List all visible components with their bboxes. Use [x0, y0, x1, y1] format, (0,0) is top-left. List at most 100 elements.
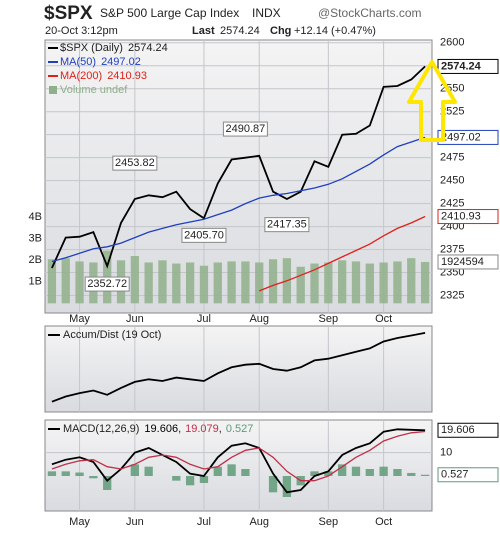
highlight-arrow [407, 60, 457, 142]
bar [47, 471, 57, 476]
separator: , [178, 423, 181, 435]
annotation-box [181, 227, 227, 243]
annotation-box [112, 155, 158, 171]
y-tick-label: 2600 [440, 37, 464, 49]
bar [255, 262, 264, 304]
bar [172, 263, 181, 304]
bar [338, 260, 347, 304]
bar [268, 476, 278, 493]
legend-entry: $SPX (Daily) 2574.24 [60, 42, 168, 54]
bar [310, 471, 319, 476]
legend-entry: MA(50) 2497.02 [60, 56, 141, 68]
bar [407, 472, 416, 476]
panel-background [44, 419, 433, 512]
x-tick-label: Jun [126, 516, 144, 528]
last-label: Last [192, 25, 215, 37]
x-tick-label: Oct [375, 516, 392, 528]
bar [282, 476, 292, 497]
x-tick-label: Aug [249, 313, 269, 325]
bar [75, 472, 84, 476]
source: @StockCharts.com [318, 6, 422, 20]
y-tick-label: 2475 [440, 152, 464, 164]
legend-name: $SPX (Daily) [60, 42, 123, 54]
legend-value: 19.606 [144, 423, 178, 435]
annotation-label: 2490.87 [226, 123, 266, 135]
bar [241, 261, 250, 304]
bar [213, 262, 222, 304]
x-tick-label: May [69, 516, 90, 528]
exchange: INDX [252, 6, 281, 20]
legend-value: 2410.93 [107, 70, 147, 82]
legend-entry: Volume undef [60, 84, 128, 96]
annotation-label: 2417.35 [267, 219, 307, 231]
bar [379, 262, 388, 304]
value-tag: 19.606 [441, 424, 475, 436]
index-name: S&P 500 Large Cap Index [100, 6, 239, 20]
annotation-box [264, 217, 310, 233]
bar [47, 259, 57, 304]
legend-name: MA(50) [60, 56, 96, 68]
value-tag: 2410.93 [441, 210, 481, 222]
bar [324, 471, 333, 476]
y2-tick-label: 2B [29, 254, 42, 266]
value-tag-box [437, 422, 499, 438]
bar [420, 474, 430, 476]
panel-title-text: MACD(12,26,9) [63, 423, 139, 435]
bar [172, 476, 181, 481]
x-tick-label: Sep [319, 516, 339, 528]
bar [324, 262, 333, 304]
panel-title-text: Accum/Dist (19 Oct) [63, 329, 161, 341]
bar [407, 258, 416, 304]
bar [185, 476, 195, 486]
bar [296, 266, 305, 304]
bar [158, 260, 167, 304]
annotation-box [84, 276, 130, 292]
bar [268, 259, 278, 304]
annotation-label: 2352.72 [87, 278, 127, 290]
x-tick-label: May [69, 313, 90, 325]
bar [420, 261, 430, 304]
bar [103, 476, 112, 490]
plot-area: May May Jun Jun Jul Jul Aug Aug Sep Sep Oct Oct 2325… [29, 37, 499, 528]
y-tick-label: 2375 [440, 243, 464, 255]
series-line [51, 428, 426, 494]
last-value: 2574.24 [220, 25, 260, 37]
y-tick-label: 2450 [440, 175, 464, 187]
bar [61, 471, 70, 476]
bar [365, 469, 374, 476]
x-tick-label: Jul [197, 516, 211, 528]
bar [227, 464, 236, 476]
y-tick-label: 2325 [440, 289, 464, 301]
panel-title: Accum/Dist (19 Oct) [63, 329, 161, 341]
series-line [51, 430, 426, 482]
x-tick-label: Aug [249, 516, 269, 528]
bar [185, 262, 195, 304]
x-tick-label: Jun [126, 313, 144, 325]
bar [310, 263, 319, 304]
panel-background [44, 325, 433, 413]
x-tick-label: Sep [319, 313, 339, 325]
datetime: 20-Oct 3:12pm [45, 25, 118, 37]
bar [351, 466, 361, 476]
legend-value: 0.527 [226, 423, 254, 435]
x-tick-label: Jul [197, 313, 211, 325]
value-tag-box [437, 58, 499, 74]
y2-tick-label: 1B [29, 276, 42, 288]
value-tag: 1924594 [441, 256, 484, 268]
y2-tick-label: 3B [29, 233, 42, 245]
bar [351, 261, 361, 304]
value-tag: 2497.02 [441, 131, 481, 143]
y-tick-label: 2425 [440, 198, 464, 210]
value-tag-box [437, 254, 499, 270]
bar [365, 263, 374, 304]
bar [393, 469, 402, 476]
change-value: +12.14 (+0.47%) [294, 25, 376, 37]
annotation-label: 2405.70 [184, 229, 224, 241]
symbol: $SPX [44, 3, 93, 24]
value-tag: 0.527 [441, 469, 469, 481]
y-tick-label: 10 [440, 447, 452, 459]
y2-tick-label: 4B [29, 211, 42, 223]
bar [89, 476, 98, 479]
bar [199, 265, 209, 304]
